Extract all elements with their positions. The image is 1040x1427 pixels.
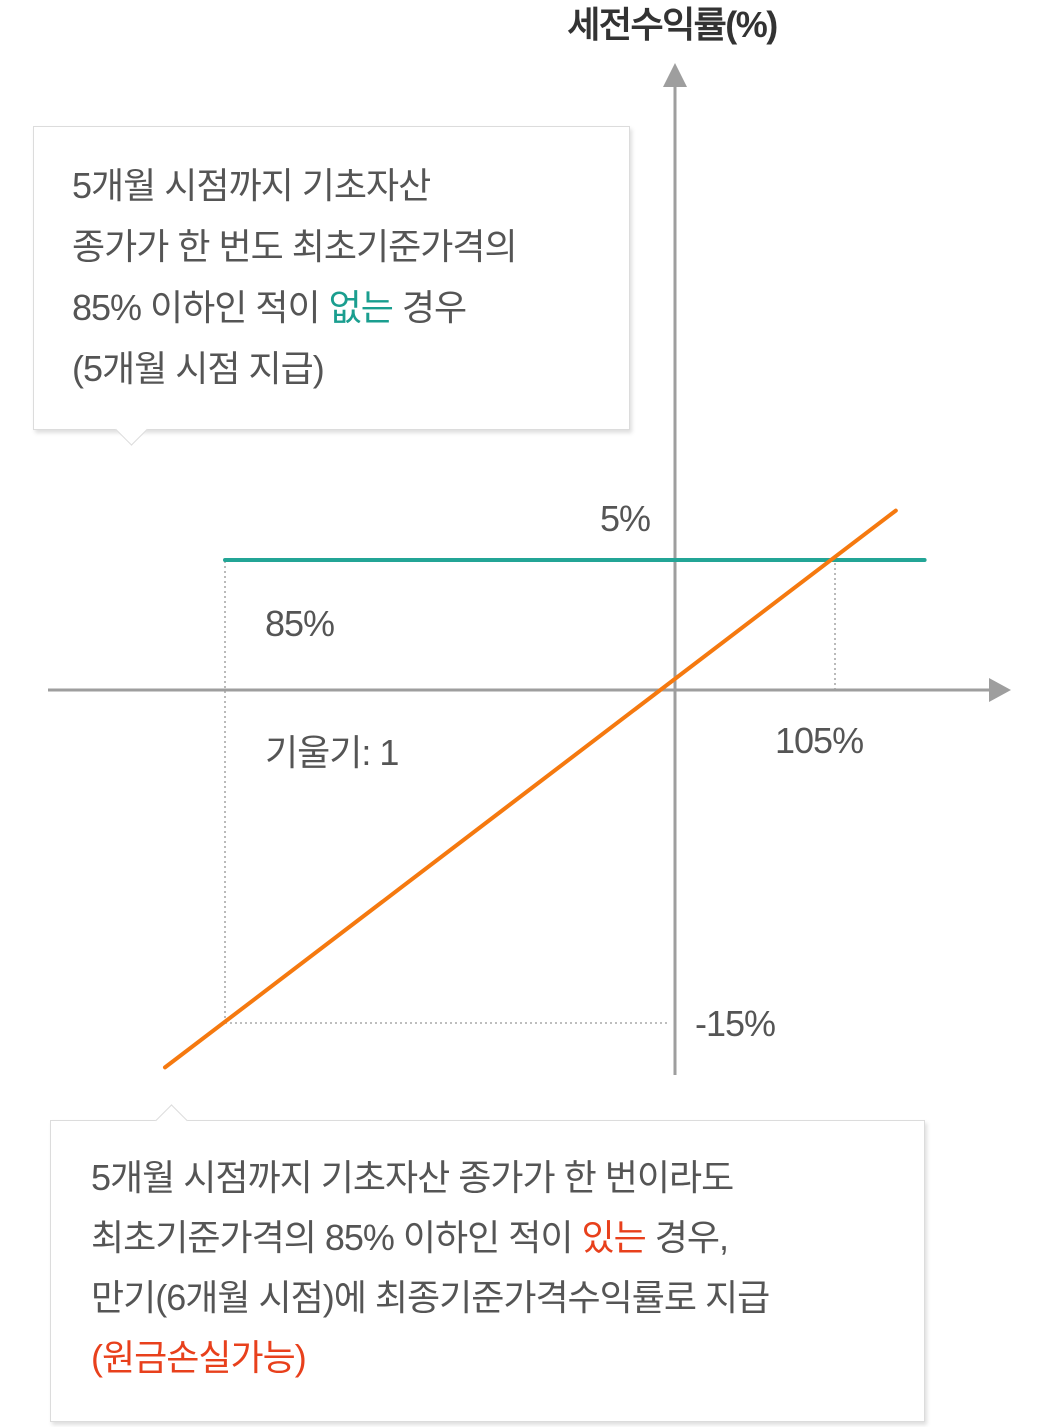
y-axis-label: 세전수익률(%) [567,4,777,45]
callout-no-knock-in: 5개월 시점까지 기초자산 종가가 한 번도 최초기준가격의 85% 이하인 적… [33,126,630,446]
callout-text: 85% 이하인 적이 [72,287,329,328]
highlight-text: 있는 [581,1217,647,1258]
y-axis-arrow [663,63,687,87]
series-lines [163,508,927,1070]
y-tick-label-5: 5% [600,498,650,539]
x-axis-arrow [989,678,1011,702]
callout-line: 만기(6개월 시점)에 최종기준가격수익률로 지급 [91,1277,770,1318]
callout-line: 5개월 시점까지 기초자산 종가가 한 번이라도 [91,1157,734,1198]
callout-line: 최초기준가격의 85% 이하인 적이 있는 경우, [91,1208,924,1268]
x-tick-label-105: 105% [775,720,863,761]
callout-line: 종가가 한 번도 최초기준가격의 [72,226,518,267]
callout-line: 5개월 시점까지 기초자산 [72,165,431,206]
callout-line: (원금손실가능) [91,1328,924,1388]
reference-lines [224,560,836,1024]
callout-line: (5개월 시점 지급) [72,348,325,389]
slope-1-return-line [163,508,898,1070]
highlight-text: (원금손실가능) [91,1337,307,1378]
slope-annotation: 기울기: 1 [265,732,398,773]
x-tick-label-85: 85% [265,603,334,644]
callout-text: 경우 [392,287,467,328]
callout-text: 최초기준가격의 85% 이하인 적이 [91,1217,582,1258]
y-tick-label-minus-15: -15% [695,1003,775,1044]
callout-text: 경우, [645,1217,729,1258]
callout-knock-in: 5개월 시점까지 기초자산 종가가 한 번이라도 최초기준가격의 85% 이하인… [50,1104,925,1422]
callout-line: 85% 이하인 적이 없는 경우 [72,277,629,338]
highlight-text: 없는 [328,287,394,328]
